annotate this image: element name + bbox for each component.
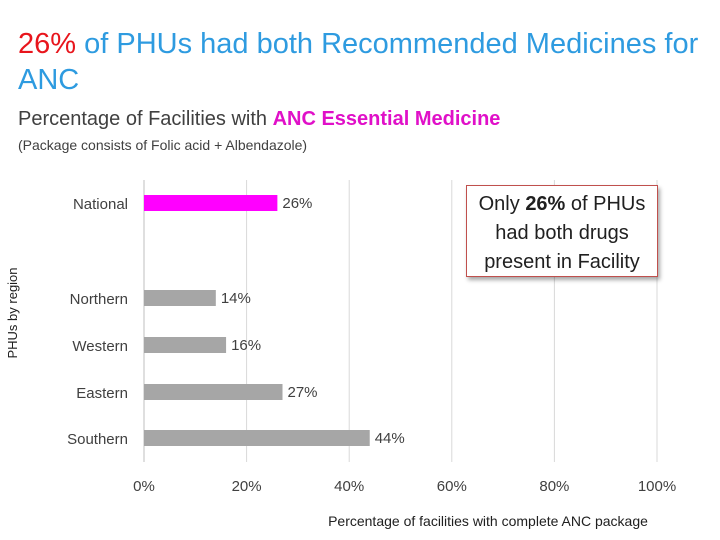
subtitle-highlight: ANC Essential Medicine [272,108,501,130]
category-label: Western [72,338,128,355]
x-tick-label: 20% [232,478,262,495]
callout-text: of PHUs had both drugs present in Facili… [484,193,646,273]
x-tick-label: 100% [638,478,676,495]
title-text: of PHUs had both Recommended Medicines f… [18,28,699,96]
x-tick-label: 80% [539,478,569,495]
category-label: National [73,196,128,213]
title-highlight: 26% [18,28,77,60]
bar [144,384,283,400]
data-label: 16% [231,337,261,354]
bar [144,337,227,353]
subtitle-text: Percentage of Facilities with [18,108,273,130]
callout-box: Only 26% of PHUs had both drugs present … [466,185,658,277]
category-label: Southern [67,431,128,448]
bar [144,430,370,446]
x-tick-label: 40% [334,478,364,495]
data-label: 44% [375,430,405,447]
callout-prefix: Only [478,193,526,215]
chart-title: 26% of PHUs had both Recommended Medicin… [18,26,708,98]
x-axis-label: Percentage of facilities with complete A… [328,513,648,529]
callout-highlight: 26% [525,193,566,215]
x-tick-label: 60% [437,478,467,495]
x-tick-label: 0% [133,478,155,495]
category-label: Eastern [76,385,128,402]
chart-subtitle: Percentage of Facilities with ANC Essent… [18,108,500,131]
category-label: Northern [70,291,128,308]
data-label: 27% [288,384,318,401]
data-label: 26% [282,195,312,212]
bar [144,290,216,306]
data-label: 14% [221,290,251,307]
y-axis-label: PHUs by region [5,267,20,358]
package-note: (Package consists of Folic acid + Albend… [18,137,308,153]
bar [144,195,278,211]
